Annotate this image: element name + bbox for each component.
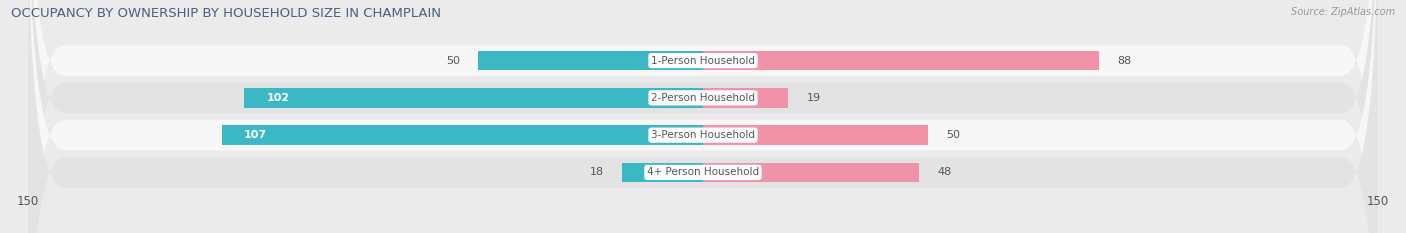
Text: 50: 50: [946, 130, 960, 140]
Text: 18: 18: [591, 168, 605, 177]
FancyBboxPatch shape: [28, 0, 1378, 233]
Text: 3-Person Household: 3-Person Household: [651, 130, 755, 140]
Bar: [703, 88, 789, 108]
Bar: [478, 51, 703, 70]
Text: 4+ Person Household: 4+ Person Household: [647, 168, 759, 177]
Bar: [703, 125, 928, 145]
Text: 2-Person Household: 2-Person Household: [651, 93, 755, 103]
FancyBboxPatch shape: [28, 0, 1378, 233]
Text: 19: 19: [807, 93, 821, 103]
Text: 102: 102: [267, 93, 290, 103]
Text: 50: 50: [446, 56, 460, 65]
Text: 48: 48: [936, 168, 952, 177]
Bar: [245, 88, 703, 108]
Bar: [703, 51, 1099, 70]
Bar: [222, 125, 703, 145]
Text: 107: 107: [245, 130, 267, 140]
Text: 88: 88: [1116, 56, 1132, 65]
Bar: [621, 163, 703, 182]
Text: Source: ZipAtlas.com: Source: ZipAtlas.com: [1291, 7, 1395, 17]
Text: OCCUPANCY BY OWNERSHIP BY HOUSEHOLD SIZE IN CHAMPLAIN: OCCUPANCY BY OWNERSHIP BY HOUSEHOLD SIZE…: [11, 7, 441, 20]
FancyBboxPatch shape: [28, 0, 1378, 233]
FancyBboxPatch shape: [28, 0, 1378, 233]
Bar: [703, 163, 920, 182]
Text: 1-Person Household: 1-Person Household: [651, 56, 755, 65]
